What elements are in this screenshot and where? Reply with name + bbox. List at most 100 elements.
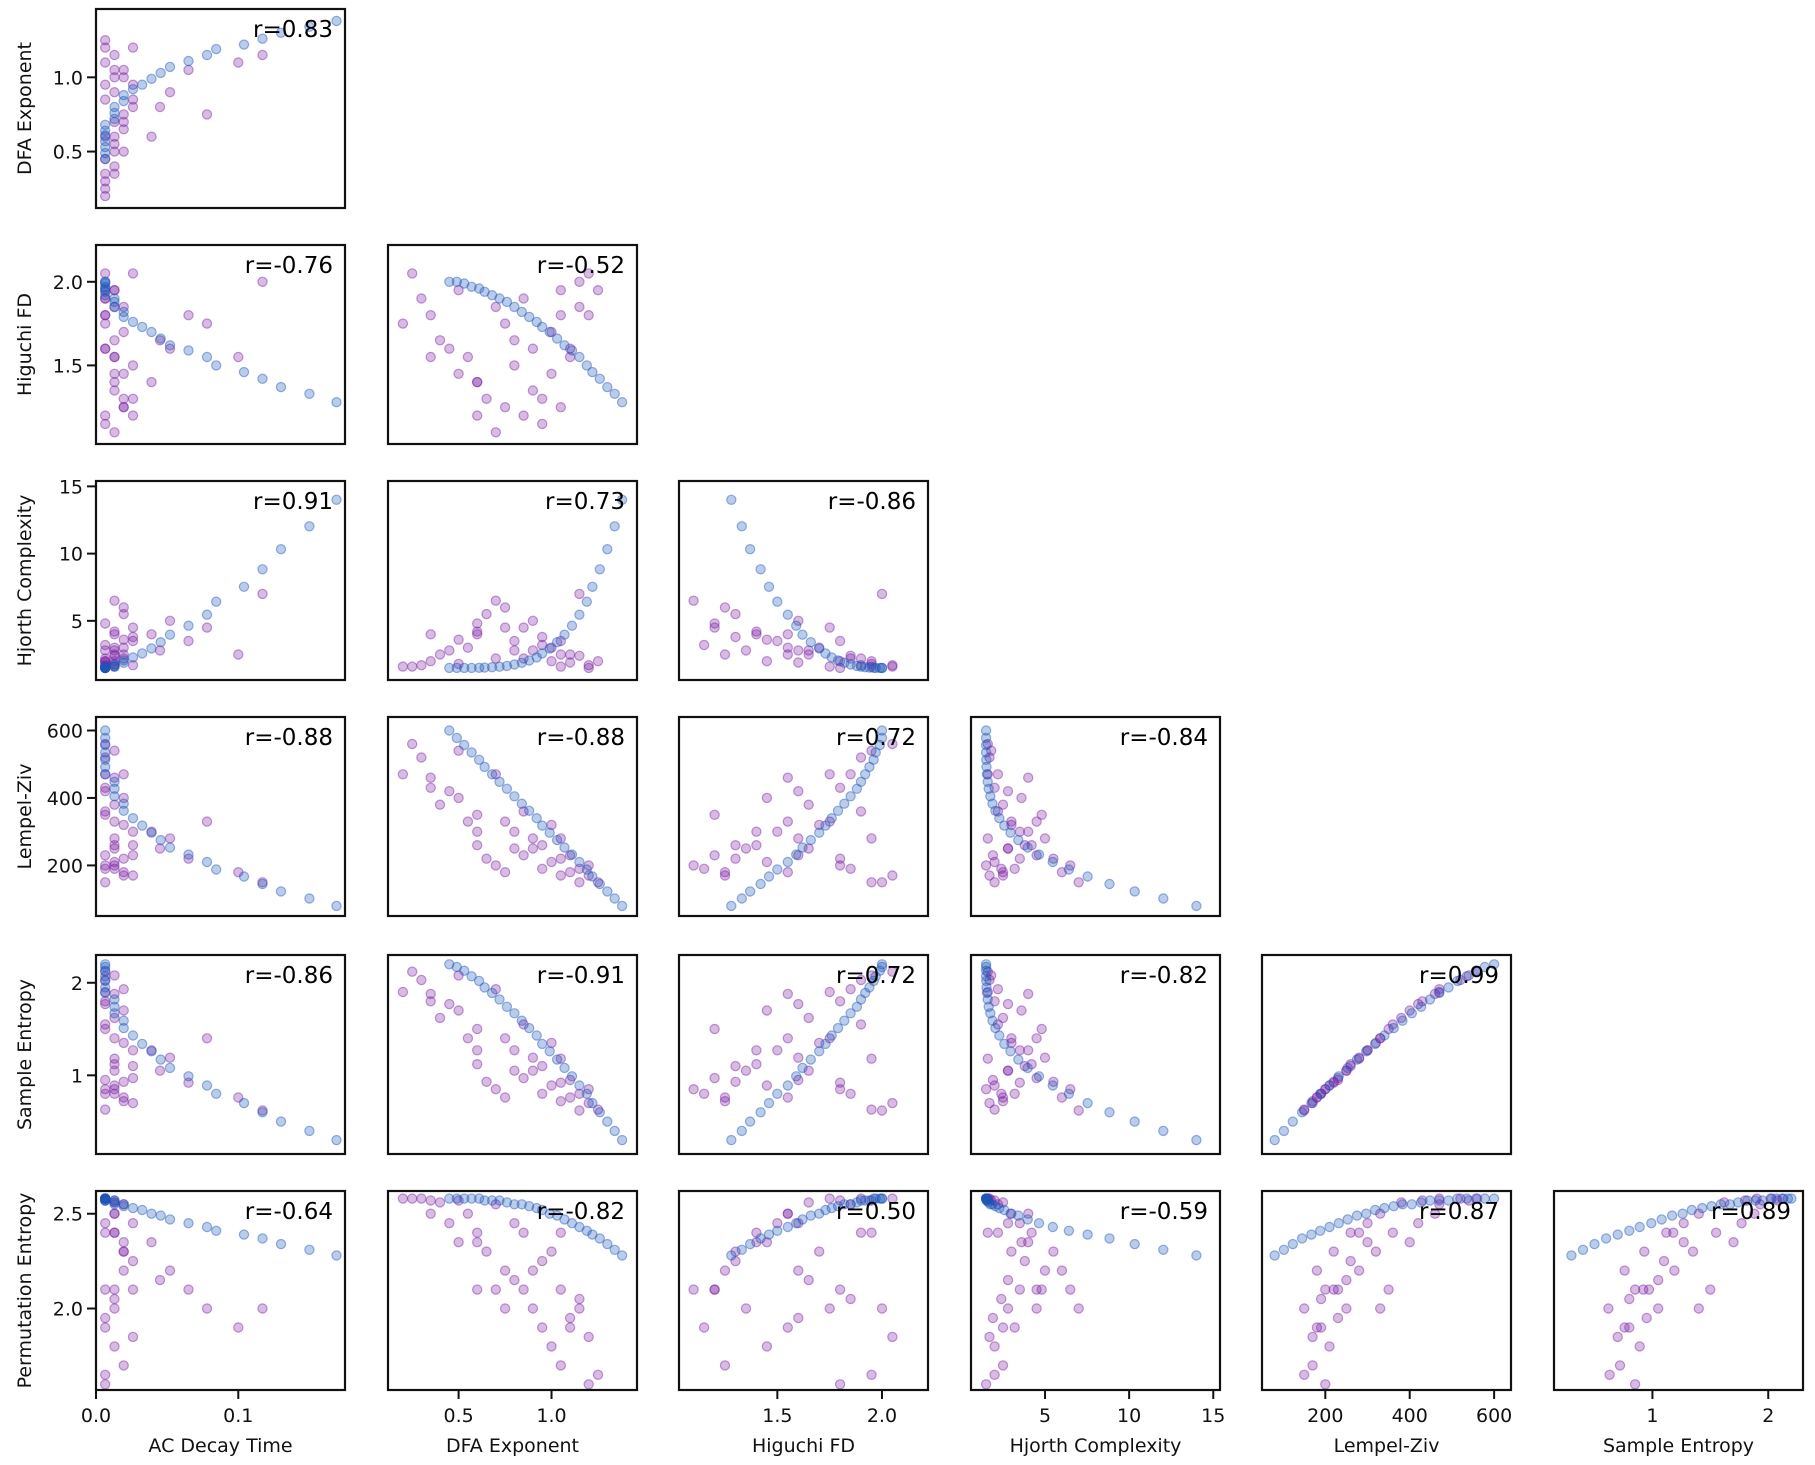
- scatter-point: [546, 642, 557, 653]
- scatter-point: [1320, 1083, 1331, 1095]
- scatter-point: [451, 1193, 462, 1204]
- scatter-point: [233, 649, 244, 660]
- scatter-point: [1362, 1045, 1373, 1056]
- scatter-point: [564, 649, 576, 660]
- scatter-point: [782, 772, 794, 783]
- scatter-point: [1278, 1244, 1290, 1256]
- scatter-point: [594, 1233, 606, 1244]
- scatter-point: [494, 1195, 505, 1206]
- scatter-point: [99, 268, 111, 279]
- points-layer: [1269, 959, 1500, 1146]
- scatter-point: [499, 1265, 511, 1276]
- scatter-point: [99, 782, 111, 794]
- scatter-point: [99, 276, 111, 287]
- scatter-point: [109, 645, 120, 656]
- scatter-point: [989, 877, 1000, 888]
- scatter-point: [453, 634, 464, 645]
- scatter-point: [755, 878, 766, 890]
- scatter-point: [797, 629, 808, 640]
- scatter-point: [479, 761, 490, 773]
- scatter-point: [109, 72, 120, 83]
- scatter-point: [866, 661, 877, 672]
- scatter-point: [874, 662, 886, 674]
- scatter-point: [453, 1195, 464, 1206]
- scatter-point: [1047, 1221, 1059, 1233]
- scatter-point: [397, 769, 409, 780]
- scatter-point: [1048, 1076, 1059, 1088]
- scatter-point: [740, 645, 752, 656]
- scatter-point: [444, 959, 455, 970]
- scatter-point: [201, 1221, 213, 1233]
- scatter-point: [839, 1015, 850, 1026]
- correlation-label: r=-0.86: [245, 963, 333, 989]
- scatter-point: [118, 769, 129, 780]
- scatter-point: [994, 813, 1005, 824]
- scatter-point: [726, 900, 737, 912]
- scatter-point: [99, 662, 111, 674]
- scatter-point: [118, 1015, 129, 1026]
- scatter-point: [1022, 988, 1034, 1000]
- scatter-point: [425, 996, 436, 1007]
- scatter-point: [555, 870, 567, 881]
- scatter-point: [472, 626, 483, 637]
- scatter-point: [99, 662, 111, 673]
- scatter-point: [1669, 1265, 1680, 1276]
- panel-frame: [677, 715, 930, 918]
- scatter-point: [1033, 1217, 1045, 1229]
- scatter-point: [994, 1030, 1005, 1041]
- scatter-point: [109, 101, 120, 113]
- points-layer: [99, 268, 342, 438]
- scatter-point: [987, 1199, 998, 1210]
- scatter-point: [544, 1046, 555, 1057]
- scatter-point: [744, 1238, 756, 1250]
- scatter-point: [490, 1083, 501, 1095]
- scatter-point: [201, 1033, 213, 1044]
- scatter-point: [1320, 1083, 1331, 1095]
- scatter-point: [574, 650, 585, 662]
- scatter-point: [127, 1030, 139, 1041]
- scatter-point: [499, 1033, 511, 1044]
- correlation-label: r=0.89: [1711, 1199, 1791, 1225]
- panel-frame: [94, 7, 347, 210]
- scatter-point: [509, 335, 520, 346]
- scatter-point: [1624, 1322, 1635, 1333]
- scatter-point: [1706, 1200, 1717, 1212]
- scatter-point: [1404, 1005, 1415, 1016]
- scatter-point: [99, 662, 111, 674]
- scatter-point: [462, 642, 474, 653]
- scatter-point: [210, 43, 222, 55]
- scatter-point: [183, 635, 194, 647]
- scatter-point: [1369, 1038, 1381, 1050]
- scatter-point: [518, 410, 529, 421]
- scatter-point: [99, 850, 111, 861]
- scatter-point: [1434, 1195, 1445, 1206]
- scatter-point: [109, 1012, 120, 1024]
- scatter-point: [797, 1062, 808, 1074]
- y-tick-label: 1.0: [53, 67, 83, 89]
- scatter-point: [136, 79, 148, 90]
- scatter-point: [791, 1217, 802, 1229]
- scatter-point: [1666, 1210, 1678, 1221]
- scatter-point: [1014, 1217, 1026, 1229]
- scatter-point: [1332, 1074, 1344, 1086]
- scatter-point: [118, 1092, 129, 1103]
- scatter-point: [516, 1199, 528, 1210]
- scatter-point: [1678, 1217, 1689, 1229]
- scatter-point: [986, 1195, 997, 1206]
- scatter-point: [136, 1038, 148, 1050]
- scatter-point: [726, 494, 737, 505]
- scatter-point: [127, 622, 139, 633]
- scatter-point: [989, 1104, 1000, 1115]
- scatter-point: [472, 618, 483, 629]
- scatter-point: [459, 739, 470, 751]
- x-tick-label: 2: [1762, 1405, 1774, 1427]
- scatter-point: [793, 1312, 804, 1324]
- scatter-point: [1036, 809, 1047, 821]
- scatter-point: [985, 1008, 996, 1019]
- scatter-point: [136, 321, 148, 333]
- scatter-point: [164, 1265, 176, 1276]
- scatter-point: [719, 649, 731, 660]
- scatter-point: [1687, 1246, 1699, 1257]
- correlation-label: r=0.83: [253, 17, 333, 43]
- scatter-point: [980, 860, 992, 871]
